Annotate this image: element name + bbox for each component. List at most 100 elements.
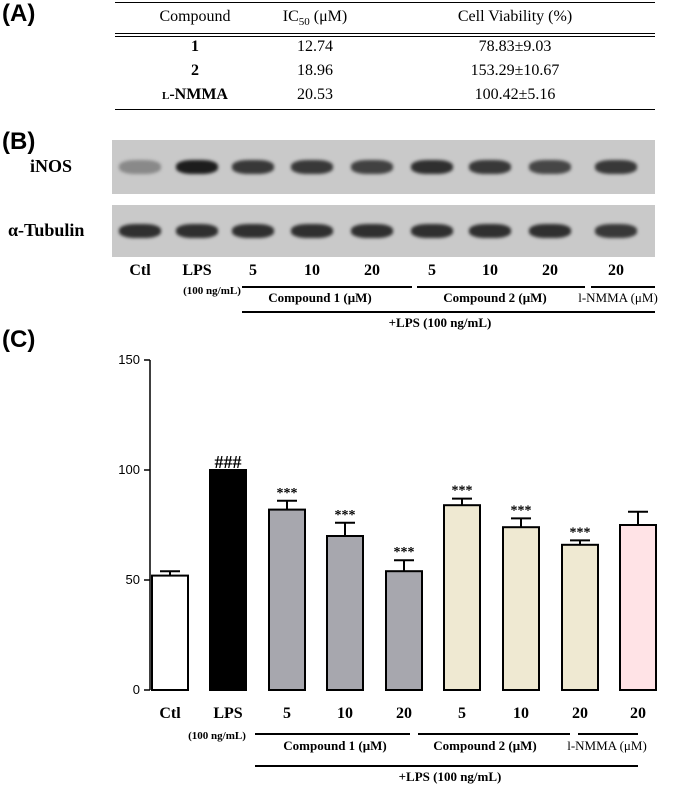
tubulin-band-2: [176, 224, 218, 238]
tubulin-blot: [112, 205, 655, 257]
chart-group-2-label: Compound 2 (μM): [433, 738, 537, 753]
blot-lane-label: 5: [249, 262, 257, 279]
blot-overall-label: +LPS (100 ng/mL): [388, 315, 492, 330]
tubulin-band-9: [595, 224, 637, 238]
x-tick-label: 10: [513, 705, 529, 722]
x-tick-label: 20: [396, 705, 412, 722]
table-row-3-ic50: 20.53: [297, 86, 333, 103]
inos-band-6: [411, 160, 453, 174]
table-row-3-compound: l-NMMA: [162, 86, 228, 103]
table-header-rule: [115, 33, 655, 34]
significance-label: ***: [277, 486, 298, 501]
inos-band-7: [469, 160, 511, 174]
ic50-label: IC: [282, 8, 299, 25]
table-header-viability: Cell Viability (%): [457, 8, 573, 25]
blot-lane-label: 10: [304, 262, 320, 279]
y-tick-label: 50: [126, 572, 140, 587]
blot-lane-label: 10: [482, 262, 498, 279]
x-tick-label: 20: [630, 705, 646, 722]
panel-c-letter: (C): [2, 326, 36, 353]
bar-3: [268, 508, 306, 691]
blot-lane-label: 20: [542, 262, 558, 279]
inos-label: iNOS: [30, 156, 73, 176]
tubulin-band-4: [291, 224, 333, 238]
chart-group-3-line: [578, 733, 638, 735]
bar-1: [151, 574, 189, 691]
bar-4: [326, 535, 364, 691]
blot-lane-label: Ctl: [129, 262, 151, 279]
inos-blot: [112, 140, 655, 194]
tubulin-band-7: [469, 224, 511, 238]
table-row-1-viability: 78.83±9.03: [478, 38, 552, 55]
significance-label: ***: [570, 525, 591, 540]
inos-band-9: [595, 160, 637, 174]
x-tick-label: 5: [283, 705, 291, 722]
table-row-2-viability: 153.29±10.67: [470, 62, 560, 79]
y-tick-label: 0: [133, 682, 140, 697]
blot-group-3-label: l-NMMA (μM): [578, 290, 658, 305]
bar-8: [561, 543, 599, 691]
chart-group-3-label: l-NMMA (μM): [567, 738, 647, 753]
blot-group-1-label: Compound 1 (μM): [268, 290, 372, 305]
tubulin-band-3: [232, 224, 274, 238]
inos-band-4: [291, 160, 333, 174]
chart-overall-label: +LPS (100 ng/mL): [398, 769, 502, 784]
chart-group-2-line: [418, 733, 570, 735]
table-row-1-ic50: 12.74: [297, 38, 333, 55]
blot-group-1-line: [242, 286, 412, 288]
tubulin-band-6: [411, 224, 453, 238]
bar-6: [443, 504, 481, 692]
blot-group-2-label: Compound 2 (μM): [443, 290, 547, 305]
significance-label: ***: [452, 484, 473, 499]
table-top-rule: [115, 2, 655, 3]
bar-9: [619, 524, 657, 691]
x-tick-label: LPS: [213, 705, 242, 722]
blot-lane-label: 5: [428, 262, 436, 279]
x-tick-label: 5: [458, 705, 466, 722]
table-header-rule-2: [115, 36, 655, 37]
tubulin-band-5: [351, 224, 393, 238]
chart-overall-line: [255, 765, 638, 767]
bar-5: [385, 570, 423, 692]
inos-band-2: [176, 160, 218, 174]
x-tick-label: 20: [572, 705, 588, 722]
chart-lps-conc: (100 ng/mL): [188, 730, 246, 742]
blot-group-3-line: [591, 286, 655, 288]
bar-7: [502, 526, 540, 692]
significance-label: ###: [215, 452, 242, 472]
blot-lane-label: LPS: [182, 262, 212, 279]
blot-lane-label: 20: [364, 262, 380, 279]
significance-label: ***: [335, 508, 356, 523]
table-row-2-ic50: 18.96: [297, 62, 333, 79]
panel-a-letter: (A): [2, 0, 36, 27]
ic50-unit: (μM): [313, 8, 348, 25]
table-bottom-rule: [115, 109, 655, 110]
chart-group-1-line: [255, 733, 410, 735]
blot-lane-label: 20: [608, 262, 624, 279]
table-header-compound: Compound: [159, 8, 231, 25]
table-row-3-viability: 100.42±5.16: [474, 86, 556, 103]
x-tick-label: Ctl: [159, 705, 181, 722]
x-tick-label: 10: [337, 705, 353, 722]
table-header-ic50: IC50 (μM): [283, 8, 347, 28]
y-tick-label: 150: [118, 352, 140, 367]
table-row-2-compound: 2: [191, 62, 199, 79]
chart-group-1-label: Compound 1 (μM): [283, 738, 387, 753]
inos-band-3: [232, 160, 274, 174]
blot-overall-line: [242, 311, 655, 313]
blot-group-2-line: [417, 286, 585, 288]
bar-2: [209, 469, 247, 691]
significance-label: ***: [394, 545, 415, 560]
tubulin-band-8: [529, 224, 571, 238]
inos-band-8: [529, 160, 571, 174]
blot-lps-conc: (100 ng/mL): [183, 285, 241, 297]
tubulin-label: α-Tubulin: [8, 220, 85, 240]
inos-band-5: [351, 160, 393, 174]
ic50-subscript: 50: [298, 16, 310, 29]
y-tick-label: 100: [118, 462, 140, 477]
panel-b-letter: (B): [2, 128, 36, 155]
inos-band-1: [119, 160, 161, 174]
significance-label: ***: [511, 503, 532, 518]
table-row-1-compound: 1: [191, 38, 199, 55]
